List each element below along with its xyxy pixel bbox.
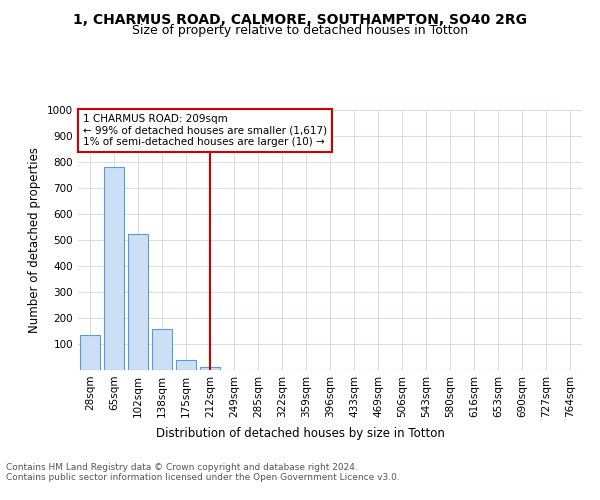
Bar: [176, 360, 196, 370]
Bar: [152, 329, 172, 370]
Text: 1 CHARMUS ROAD: 209sqm
← 99% of detached houses are smaller (1,617)
1% of semi-d: 1 CHARMUS ROAD: 209sqm ← 99% of detached…: [83, 114, 327, 147]
Text: 1, CHARMUS ROAD, CALMORE, SOUTHAMPTON, SO40 2RG: 1, CHARMUS ROAD, CALMORE, SOUTHAMPTON, S…: [73, 12, 527, 26]
Text: Size of property relative to detached houses in Totton: Size of property relative to detached ho…: [132, 24, 468, 37]
Bar: [80, 335, 100, 370]
Text: Distribution of detached houses by size in Totton: Distribution of detached houses by size …: [155, 428, 445, 440]
Bar: [104, 167, 124, 370]
Text: Contains HM Land Registry data © Crown copyright and database right 2024.
Contai: Contains HM Land Registry data © Crown c…: [6, 462, 400, 482]
Y-axis label: Number of detached properties: Number of detached properties: [28, 147, 41, 333]
Bar: [200, 368, 220, 370]
Bar: [128, 234, 148, 370]
